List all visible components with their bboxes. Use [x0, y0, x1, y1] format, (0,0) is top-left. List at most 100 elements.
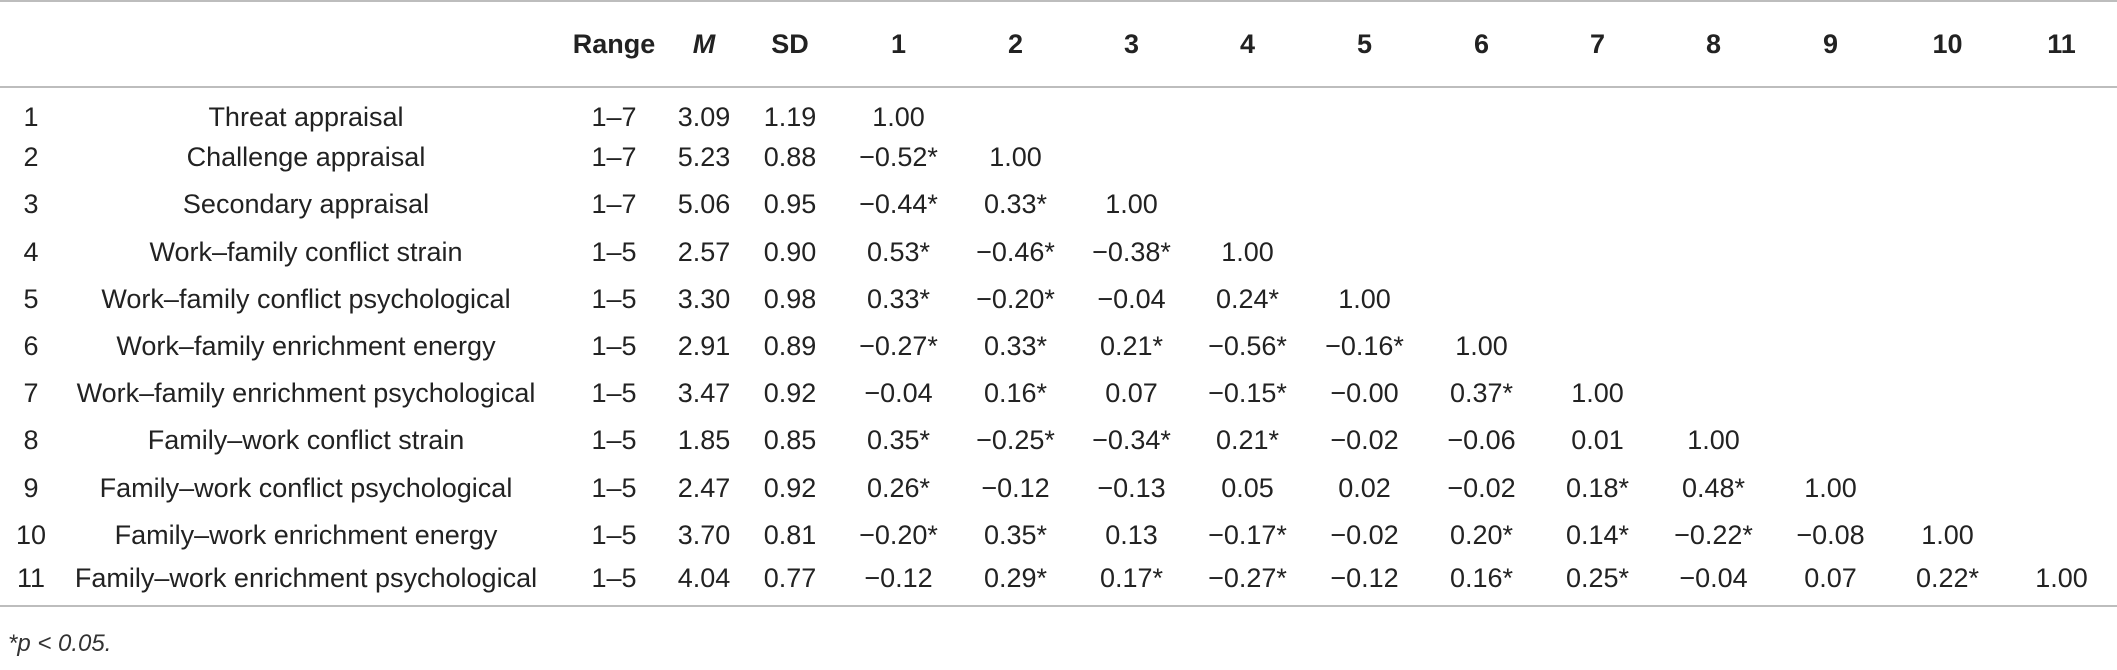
range-cell: 1–5: [591, 236, 637, 267]
mean-cell: 3.47: [677, 378, 731, 409]
table-row: 3 Secondary appraisal 1–7 5.06 0.95 −0.44* 0.3…: [0, 181, 2117, 228]
correlation-cell: 0.18*: [1565, 472, 1630, 503]
sd-cell: 0.92: [763, 378, 817, 409]
range-cell: 1–5: [591, 283, 637, 314]
range-cell: 1–7: [591, 142, 637, 173]
correlation-cell: [1189, 87, 1306, 134]
correlation-cell: 0.21*: [1099, 331, 1164, 362]
correlation-cell: [1306, 134, 1423, 181]
correlation-cell: 0.17*: [1074, 558, 1189, 608]
mean-cell: 5.23: [677, 142, 731, 173]
range-cell: 1–7: [591, 101, 637, 132]
table-header: Range M SD 1 2 3 4 5 6 7 8 9 10 11: [0, 0, 2117, 88]
row-number: 1: [23, 101, 39, 132]
correlation-cell: −0.02: [1330, 425, 1399, 456]
sd-cell: 0.77: [740, 558, 840, 608]
correlation-cell: 1.00: [1687, 425, 1740, 456]
correlation-cell: [1655, 134, 1772, 181]
correlation-cell: [1540, 87, 1655, 134]
correlation-cell: 0.13: [1105, 519, 1158, 550]
correlation-cell: −0.20*: [859, 519, 938, 550]
column-header: 10: [1889, 0, 2006, 88]
correlation-cell: −0.44*: [859, 189, 938, 220]
correlation-cell: [2006, 229, 2117, 276]
correlation-cell: [1889, 87, 2006, 134]
correlation-cell: [1423, 87, 1540, 134]
correlation-cell: [1306, 229, 1423, 276]
correlation-cell: [1423, 276, 1540, 323]
range-cell: 1–5: [591, 331, 637, 362]
correlation-cell: 0.33*: [983, 331, 1048, 362]
mean-cell: 2.57: [677, 236, 731, 267]
correlation-cell: [2006, 417, 2117, 464]
range-cell: 1–5: [560, 558, 668, 608]
table-row: 7 Work–family enrichment psychological 1–5…: [0, 370, 2117, 417]
correlation-cell: −0.22*: [1674, 519, 1753, 550]
correlation-cell: −0.04: [864, 378, 933, 409]
correlation-cell: 1.00: [1455, 331, 1508, 362]
column-header: 1: [840, 0, 957, 88]
correlation-cell: 0.02: [1338, 472, 1391, 503]
header-blank-num: [0, 0, 52, 88]
correlation-cell: −0.08: [1796, 519, 1865, 550]
correlation-cell: 0.53*: [866, 236, 931, 267]
mean-cell: 3.30: [677, 283, 731, 314]
correlation-cell: 0.35*: [983, 519, 1048, 550]
correlation-cell: [1189, 134, 1306, 181]
correlation-cell: [1889, 229, 2006, 276]
correlation-cell: −0.04: [1655, 558, 1772, 608]
variable-name: Family–work conflict strain: [147, 425, 465, 456]
correlation-cell: −0.17*: [1208, 519, 1287, 550]
correlation-cell: [1772, 134, 1889, 181]
correlation-cell: 0.16*: [983, 378, 1048, 409]
correlation-cell: [1772, 87, 1889, 134]
table-row: 4 Work–family conflict strain 1–5 2.57 0.90 0…: [0, 229, 2117, 276]
correlation-cell: 0.26*: [866, 472, 931, 503]
correlation-cell: [1540, 134, 1655, 181]
correlation-cell: −0.12: [840, 558, 957, 608]
sd-cell: 0.98: [763, 283, 817, 314]
correlation-cell: −0.46*: [976, 236, 1055, 267]
sd-cell: 0.92: [763, 472, 817, 503]
variable-name: Family–work enrichment psychological: [52, 558, 560, 608]
correlation-cell: −0.20*: [976, 283, 1055, 314]
correlation-cell: 0.33*: [866, 283, 931, 314]
row-number: 10: [15, 519, 47, 550]
correlation-cell: [1889, 181, 2006, 228]
correlation-cell: −0.15*: [1208, 378, 1287, 409]
correlation-cell: 0.24*: [1215, 283, 1280, 314]
correlation-cell: −0.02: [1330, 519, 1399, 550]
correlation-cell: 0.29*: [957, 558, 1074, 608]
variable-name: Threat appraisal: [208, 101, 404, 132]
correlation-cell: [1540, 276, 1655, 323]
variable-name: Work–family conflict psychological: [101, 283, 511, 314]
column-header: M: [668, 0, 740, 88]
correlation-cell: 1.00: [872, 101, 925, 132]
correlation-cell: −0.06: [1447, 425, 1516, 456]
correlation-cell: 1.00: [1571, 378, 1624, 409]
mean-cell: 3.70: [677, 519, 731, 550]
correlation-cell: [1889, 134, 2006, 181]
correlation-cell: [2006, 323, 2117, 370]
correlation-cell: [1889, 323, 2006, 370]
column-header: Range: [560, 0, 668, 88]
table-row: 8 Family–work conflict strain 1–5 1.85 0.85 0…: [0, 417, 2117, 464]
mean-cell: 2.47: [677, 472, 731, 503]
correlation-cell: [2006, 87, 2117, 134]
correlation-cell: [2006, 370, 2117, 417]
correlation-cell: −0.27*: [859, 331, 938, 362]
correlation-cell: [1772, 181, 1889, 228]
correlation-cell: [1655, 181, 1772, 228]
mean-cell: 5.06: [677, 189, 731, 220]
column-header: 2: [957, 0, 1074, 88]
correlation-cell: [2006, 181, 2117, 228]
correlation-cell: 1.00: [1921, 519, 1974, 550]
correlation-cell: [1423, 181, 1540, 228]
correlation-cell: 0.14*: [1565, 519, 1630, 550]
table-footnote: *p < 0.05.: [8, 630, 112, 657]
table-row: 9 Family–work conflict psychological 1–5 2.…: [0, 465, 2117, 512]
sd-cell: 0.88: [763, 142, 817, 173]
correlation-cell: −0.12: [1306, 558, 1423, 608]
column-header: 8: [1655, 0, 1772, 88]
